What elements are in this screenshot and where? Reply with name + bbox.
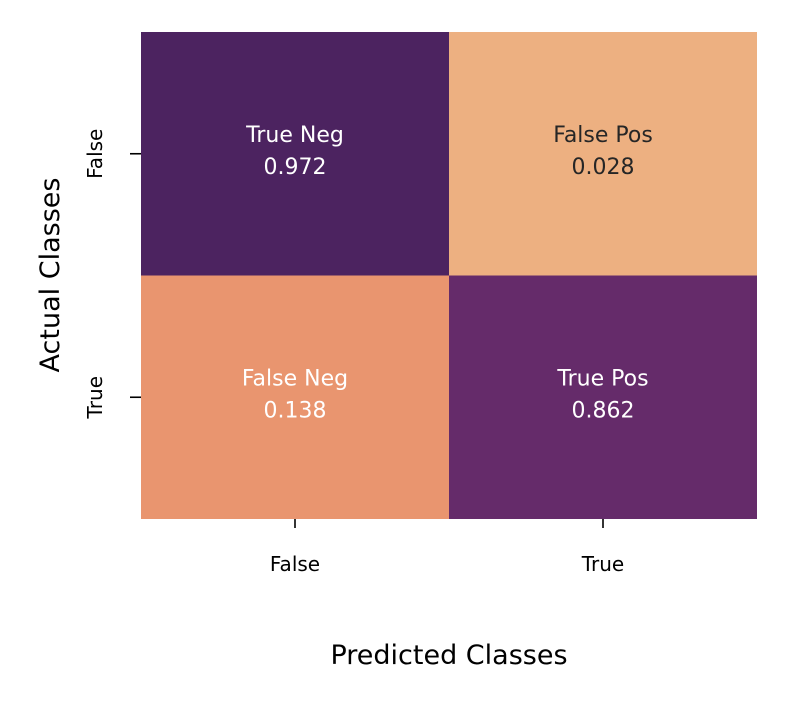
x-axis-label: Predicted Classes: [330, 640, 567, 671]
cell-true-pos: [449, 275, 757, 519]
y-axis-label: Actual Classes: [35, 178, 66, 373]
cell-value-false-neg: 0.138: [264, 398, 327, 423]
cell-value-false-pos: 0.028: [572, 155, 635, 180]
cell-label-true-pos: True Pos: [556, 366, 648, 391]
y-tick-label: True: [83, 376, 107, 419]
cells-layer: True Neg 0.972 False Pos 0.028 False Neg 0.13…: [141, 32, 757, 519]
cell-false-neg: [141, 275, 449, 519]
cell-value-true-pos: 0.862: [572, 398, 635, 423]
x-tick-label: False: [270, 552, 320, 576]
y-tick-label: False: [83, 129, 107, 179]
cell-value-true-neg: 0.972: [264, 155, 327, 180]
cell-false-pos: [449, 32, 757, 276]
cell-label-false-neg: False Neg: [242, 366, 348, 391]
cell-label-false-pos: False Pos: [553, 123, 653, 148]
x-tick-label: True: [581, 552, 624, 576]
cell-true-neg: [141, 32, 449, 276]
ticks-layer: False True False True: [83, 129, 624, 576]
cell-label-true-neg: True Neg: [245, 123, 344, 148]
